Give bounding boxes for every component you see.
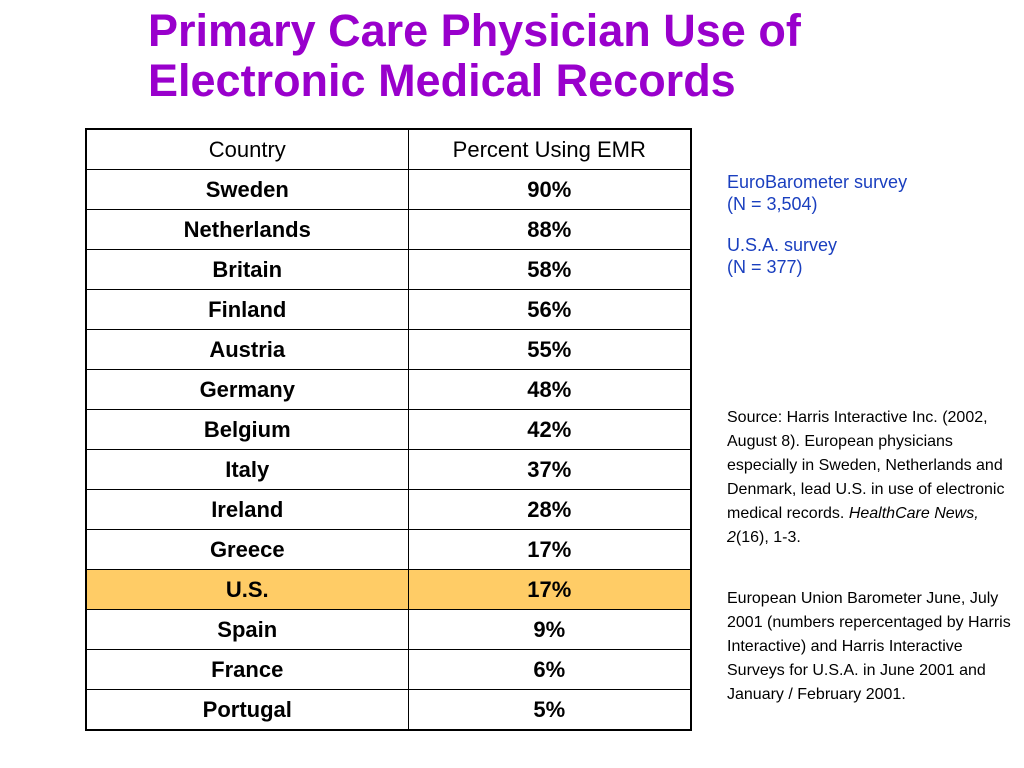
table-row: Italy 37% [85,449,692,490]
column-header-percent: Percent Using EMR [407,128,692,170]
eu-barometer-note-text: European Union Barometer June, July 2001… [727,590,1011,703]
country-cell: Portugal [85,689,409,731]
country-cell: Greece [85,529,409,570]
table-row: Spain 9% [85,609,692,650]
usa-sample-size: (N = 377) [727,257,803,277]
page-title-line-1: Primary Care Physician Use of [148,5,801,56]
country-cell: U.S. [85,569,409,610]
table-body: Sweden 90% Netherlands 88% Britain 58% Finland… [85,169,692,731]
percent-cell: 9% [407,609,692,650]
eurobarometer-sample-size: (N = 3,504) [727,194,818,214]
table-row: Britain 58% [85,249,692,290]
table-row: Austria 55% [85,329,692,370]
country-cell: Italy [85,449,409,490]
country-cell: Netherlands [85,209,409,250]
table-row: Germany 48% [85,369,692,410]
source-citation-text: Source: Harris Interactive Inc. (2002, A… [727,409,1005,522]
percent-cell: 56% [407,289,692,330]
table-row: Finland 56% [85,289,692,330]
percent-cell: 48% [407,369,692,410]
percent-cell: 55% [407,329,692,370]
percent-cell: 37% [407,449,692,490]
percent-cell: 6% [407,649,692,690]
table-row: Belgium 42% [85,409,692,450]
percent-cell: 17% [407,529,692,570]
usa-survey-name: U.S.A. survey [727,235,838,255]
percent-cell: 17% [407,569,692,610]
percent-cell: 90% [407,169,692,210]
table-row: Portugal 5% [85,689,692,731]
source-citation-tail: (16), 1-3. [735,529,801,546]
table-row: Ireland 28% [85,489,692,530]
percent-cell: 58% [407,249,692,290]
source-journal: HealthCare News, 2 [727,505,979,546]
country-cell: Finland [85,289,409,330]
eurobarometer-survey-note: EuroBarometer survey (N = 3,504) [727,171,907,215]
percent-cell: 42% [407,409,692,450]
column-header-country: Country [85,128,409,170]
eurobarometer-survey-name: EuroBarometer survey [727,172,908,192]
source-note: Source: Harris Interactive Inc. (2002, A… [727,406,1017,550]
page-title-line-2: Electronic Medical Records [148,55,736,106]
table-row: Netherlands 88% [85,209,692,250]
emr-usage-table: Country Percent Using EMR Sweden 90% Nethe… [85,128,692,731]
country-cell: Belgium [85,409,409,450]
page-title: Primary Care Physician Use of Electronic… [148,6,1008,106]
country-cell: Sweden [85,169,409,210]
percent-cell: 28% [407,489,692,530]
table-row: France 6% [85,649,692,690]
table-header-row: Country Percent Using EMR [85,128,692,170]
percent-cell: 5% [407,689,692,731]
percent-cell: 88% [407,209,692,250]
table-row: U.S. 17% [85,569,692,610]
usa-survey-note: U.S.A. survey (N = 377) [727,234,837,278]
table-row: Sweden 90% [85,169,692,210]
country-cell: Austria [85,329,409,370]
country-cell: France [85,649,409,690]
country-cell: Spain [85,609,409,650]
country-cell: Germany [85,369,409,410]
eu-barometer-note: European Union Barometer June, July 2001… [727,587,1017,707]
country-cell: Britain [85,249,409,290]
source-citation: Source: Harris Interactive Inc. (2002, A… [727,406,1017,550]
country-cell: Ireland [85,489,409,530]
table-row: Greece 17% [85,529,692,570]
